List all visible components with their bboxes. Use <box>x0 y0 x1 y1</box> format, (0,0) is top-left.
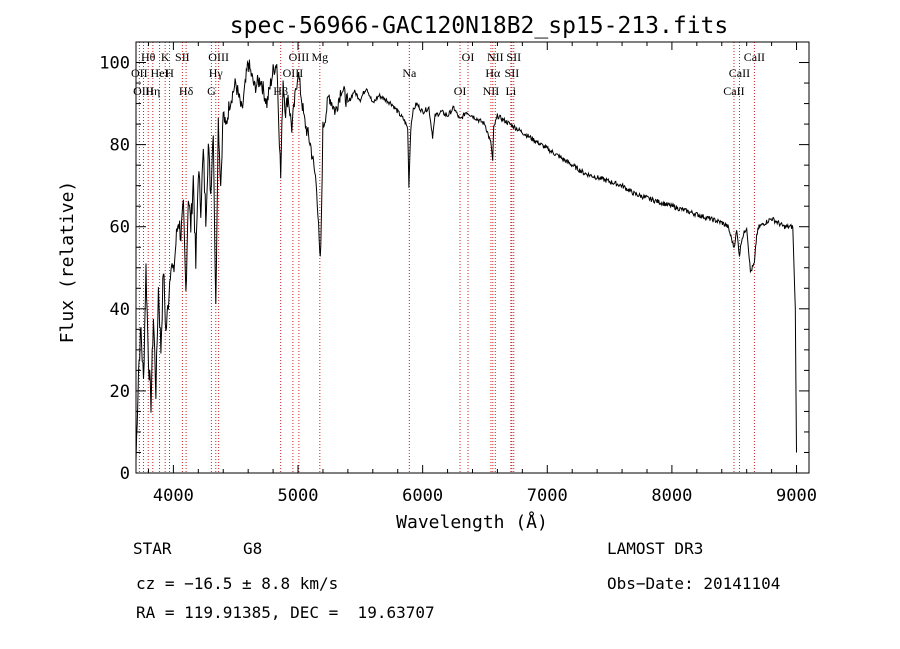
line-marker-label: K <box>161 50 170 64</box>
y-tick-label: 80 <box>110 136 130 156</box>
plot-frame <box>135 41 810 474</box>
line-marker-label: CaII <box>729 66 750 80</box>
line-marker-label: Mg <box>311 50 328 64</box>
x-tick-label: 6000 <box>402 486 443 506</box>
line-marker-label: H <box>165 66 174 80</box>
y-tick-label: 20 <box>110 382 130 402</box>
line-marker-label: OII <box>131 66 148 80</box>
y-tick-label: 100 <box>99 54 130 74</box>
line-marker-label: HeI <box>151 66 169 80</box>
observation-date: Obs−Date: 20141104 <box>607 574 781 593</box>
line-marker-label: SII <box>506 50 521 64</box>
line-marker-label: SII <box>175 50 190 64</box>
spectrum-line <box>135 59 797 461</box>
object-subclass: G8 <box>243 539 263 558</box>
line-marker-labels: HθOIIOIIIKHeIHηSIIHHδOIIIHγGOIIIOIIIHβMg… <box>131 50 765 98</box>
y-axis-label: Flux (relative) <box>57 181 78 344</box>
line-marker-label: Hδ <box>179 84 194 98</box>
line-marker-label: Hη <box>145 84 160 98</box>
x-axis-ticks: 4000 5000 6000 7000 8000 9000 <box>147 42 817 506</box>
x-tick-label: 7000 <box>527 486 568 506</box>
y-tick-label: 40 <box>110 300 130 320</box>
line-marker-label: Hβ <box>273 84 288 98</box>
object-class: STAR <box>133 539 172 558</box>
line-marker-label: Hγ <box>209 66 224 80</box>
line-marker-label: SII <box>505 66 520 80</box>
chart-title: spec-56966-GAC120N18B2_sp15-213.fits <box>230 13 729 39</box>
x-tick-label: 8000 <box>651 486 692 506</box>
line-marker-label: G <box>207 84 216 98</box>
line-marker-label: OIII <box>133 84 154 98</box>
line-marker-label: CaII <box>744 50 765 64</box>
line-marker-label: Hα <box>485 66 501 80</box>
line-marker-label: NII <box>483 84 500 98</box>
x-axis-label: Wavelength (Å) <box>396 511 548 533</box>
x-tick-label: 5000 <box>278 486 319 506</box>
line-marker-label: NII <box>487 50 504 64</box>
y-tick-label: 0 <box>120 464 130 484</box>
line-marker-lines <box>138 42 755 473</box>
line-marker-label: Na <box>402 66 417 80</box>
line-marker-label: OI <box>462 50 475 64</box>
sky-coordinates: RA = 119.91385, DEC = 19.63707 <box>136 603 435 622</box>
line-marker-label: Li <box>506 84 517 98</box>
y-axis-ticks: 0 20 40 60 80 100 <box>99 54 809 484</box>
x-tick-label: 4000 <box>153 486 194 506</box>
redshift-velocity: cz = −16.5 ± 8.8 km/s <box>136 574 339 593</box>
line-marker-label: CaII <box>723 84 744 98</box>
line-marker-label: OI <box>454 84 467 98</box>
line-marker-label: OIII <box>208 50 229 64</box>
survey-name: LAMOST DR3 <box>607 539 704 558</box>
y-tick-label: 60 <box>110 218 130 238</box>
line-marker-label: Hθ <box>141 50 156 64</box>
line-marker-label: OIII <box>289 50 310 64</box>
x-tick-label: 9000 <box>776 486 817 506</box>
